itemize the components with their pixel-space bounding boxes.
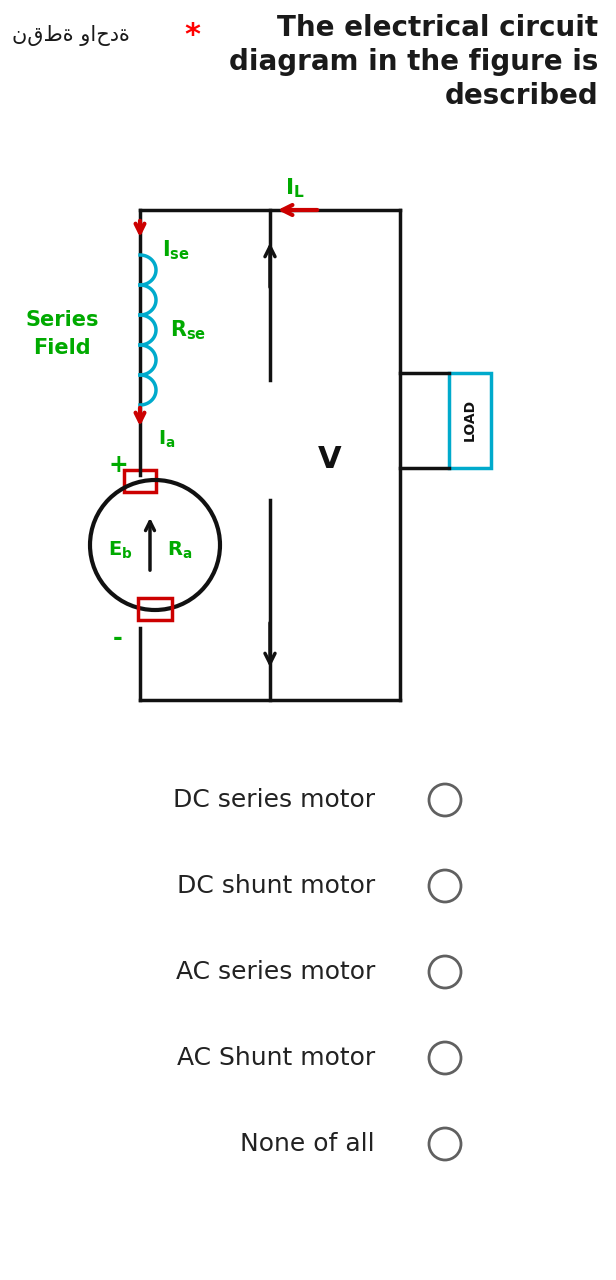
Text: None of all: None of all: [240, 1132, 375, 1156]
Text: $\mathbf{I_a}$: $\mathbf{I_a}$: [158, 429, 176, 449]
Text: $\mathbf{I_L}$: $\mathbf{I_L}$: [285, 177, 305, 200]
Text: Field: Field: [33, 338, 91, 358]
Text: LOAD: LOAD: [463, 399, 477, 442]
Bar: [449, 372, 491, 467]
Bar: [138, 598, 172, 620]
Text: diagram in the figure is: diagram in the figure is: [229, 47, 598, 76]
Text: DC shunt motor: DC shunt motor: [177, 874, 375, 899]
Text: $\mathbf{R_a}$: $\mathbf{R_a}$: [167, 539, 192, 561]
Text: $\mathbf{E_b}$: $\mathbf{E_b}$: [108, 539, 133, 561]
Text: AC series motor: AC series motor: [176, 960, 375, 984]
Text: +: +: [108, 453, 128, 477]
Text: نقطة واحدة: نقطة واحدة: [12, 26, 130, 46]
Text: *: *: [184, 22, 200, 50]
Text: Series: Series: [25, 310, 99, 330]
Text: $\mathbf{I_{se}}$: $\mathbf{I_{se}}$: [162, 238, 190, 262]
Text: V: V: [318, 445, 342, 475]
Text: -: -: [113, 626, 123, 650]
Text: DC series motor: DC series motor: [173, 788, 375, 812]
Text: described: described: [444, 82, 598, 110]
Text: $\mathbf{R_{se}}$: $\mathbf{R_{se}}$: [170, 319, 206, 342]
Text: AC Shunt motor: AC Shunt motor: [177, 1046, 375, 1070]
Bar: [124, 470, 156, 492]
Text: The electrical circuit: The electrical circuit: [277, 14, 598, 42]
